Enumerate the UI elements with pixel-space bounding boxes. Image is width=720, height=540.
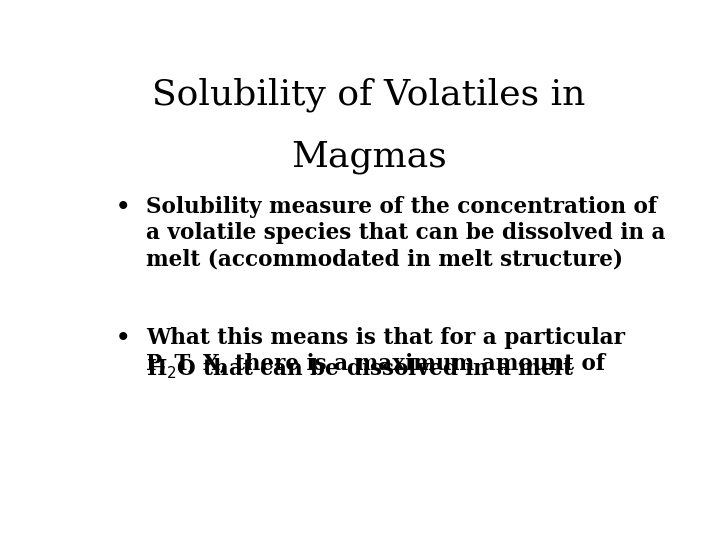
Text: Solubility of Volatiles in: Solubility of Volatiles in: [153, 77, 585, 112]
Text: Magmas: Magmas: [291, 140, 447, 174]
Text: •: •: [116, 196, 131, 218]
Text: H$_2$O that can be dissolved in a melt: H$_2$O that can be dissolved in a melt: [145, 356, 574, 381]
Text: What this means is that for a particular
P, T, X, there is a maximum amount of: What this means is that for a particular…: [145, 327, 625, 375]
Text: Solubility measure of the concentration of
a volatile species that can be dissol: Solubility measure of the concentration …: [145, 196, 665, 271]
Text: •: •: [116, 327, 131, 349]
